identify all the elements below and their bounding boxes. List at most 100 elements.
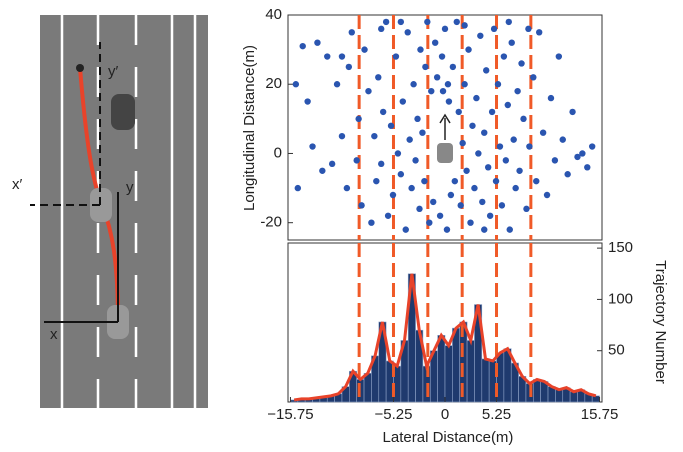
point bbox=[494, 81, 502, 88]
point bbox=[417, 46, 424, 53]
point bbox=[412, 157, 419, 164]
point bbox=[559, 136, 566, 143]
y-tick-label: 100 bbox=[608, 290, 633, 307]
point bbox=[510, 136, 517, 143]
point bbox=[530, 74, 537, 81]
point bbox=[505, 18, 512, 26]
point bbox=[436, 212, 444, 219]
point bbox=[496, 143, 504, 150]
point bbox=[428, 87, 435, 95]
point bbox=[564, 171, 571, 178]
point bbox=[467, 219, 474, 226]
envelope bbox=[293, 273, 597, 402]
point bbox=[477, 32, 484, 39]
point bbox=[455, 108, 462, 116]
x-tick-label: −5.25 bbox=[375, 406, 413, 423]
point bbox=[399, 98, 407, 105]
point bbox=[543, 191, 551, 199]
point bbox=[353, 157, 360, 164]
point bbox=[520, 115, 527, 123]
point bbox=[439, 87, 447, 95]
point bbox=[518, 60, 525, 67]
car bbox=[111, 94, 135, 130]
point bbox=[555, 53, 563, 60]
point bbox=[338, 132, 346, 140]
point bbox=[441, 25, 449, 33]
point bbox=[481, 226, 488, 233]
point bbox=[371, 132, 378, 140]
x-tick-label: 0 bbox=[441, 406, 449, 423]
y-axis-title: Longitudinal Distance(m) bbox=[241, 45, 258, 211]
point bbox=[457, 202, 464, 209]
point bbox=[488, 108, 496, 116]
point bbox=[514, 87, 521, 95]
point bbox=[419, 129, 426, 136]
point bbox=[574, 153, 581, 161]
point bbox=[338, 53, 346, 60]
point bbox=[449, 63, 457, 71]
y-tick-label: -20 bbox=[260, 214, 282, 231]
point bbox=[368, 219, 375, 226]
point bbox=[444, 81, 452, 88]
point bbox=[421, 177, 428, 185]
y-tick-label: 40 bbox=[265, 6, 282, 23]
y-tick-label: 150 bbox=[608, 239, 633, 256]
point bbox=[469, 122, 476, 129]
point bbox=[443, 226, 451, 233]
point bbox=[402, 226, 409, 233]
point bbox=[526, 143, 533, 150]
point bbox=[451, 177, 459, 185]
point bbox=[473, 94, 480, 102]
bar bbox=[591, 395, 600, 403]
y-tick-label: 0 bbox=[274, 144, 282, 161]
point bbox=[394, 150, 402, 157]
point bbox=[404, 29, 411, 36]
point bbox=[328, 160, 336, 168]
point bbox=[461, 81, 468, 88]
point bbox=[382, 18, 390, 26]
point bbox=[533, 177, 540, 185]
point bbox=[348, 29, 355, 36]
point bbox=[481, 129, 488, 136]
point bbox=[502, 157, 510, 164]
bar bbox=[444, 345, 453, 403]
x-tick-label: 5.25 bbox=[482, 406, 511, 423]
point bbox=[414, 115, 421, 123]
point bbox=[569, 108, 576, 116]
point bbox=[588, 143, 596, 150]
point bbox=[292, 81, 300, 88]
point bbox=[433, 74, 441, 81]
point bbox=[309, 143, 316, 150]
point bbox=[492, 177, 500, 185]
point bbox=[438, 53, 446, 60]
point bbox=[461, 22, 468, 29]
road-diagram: y′ x′ y x bbox=[12, 15, 208, 408]
bar bbox=[466, 340, 475, 403]
end-point bbox=[76, 64, 84, 72]
bar bbox=[452, 327, 461, 403]
bar bbox=[555, 389, 564, 403]
point bbox=[523, 205, 530, 213]
point bbox=[486, 212, 494, 219]
point bbox=[365, 87, 372, 95]
point bbox=[584, 164, 591, 171]
point bbox=[389, 191, 397, 199]
point bbox=[430, 198, 437, 206]
point bbox=[579, 150, 586, 157]
point bbox=[445, 98, 453, 105]
point bbox=[416, 205, 423, 213]
point bbox=[324, 53, 331, 60]
bar bbox=[481, 358, 490, 403]
point bbox=[299, 42, 306, 50]
point bbox=[506, 226, 513, 233]
point bbox=[333, 81, 341, 88]
point bbox=[498, 202, 506, 209]
ego-vehicle bbox=[437, 113, 453, 163]
point bbox=[358, 202, 365, 209]
point bbox=[516, 167, 523, 174]
x-axis-title: Lateral Distance(m) bbox=[383, 429, 514, 446]
y-tick-label: 50 bbox=[608, 342, 625, 359]
point bbox=[525, 25, 532, 33]
point bbox=[463, 167, 470, 174]
